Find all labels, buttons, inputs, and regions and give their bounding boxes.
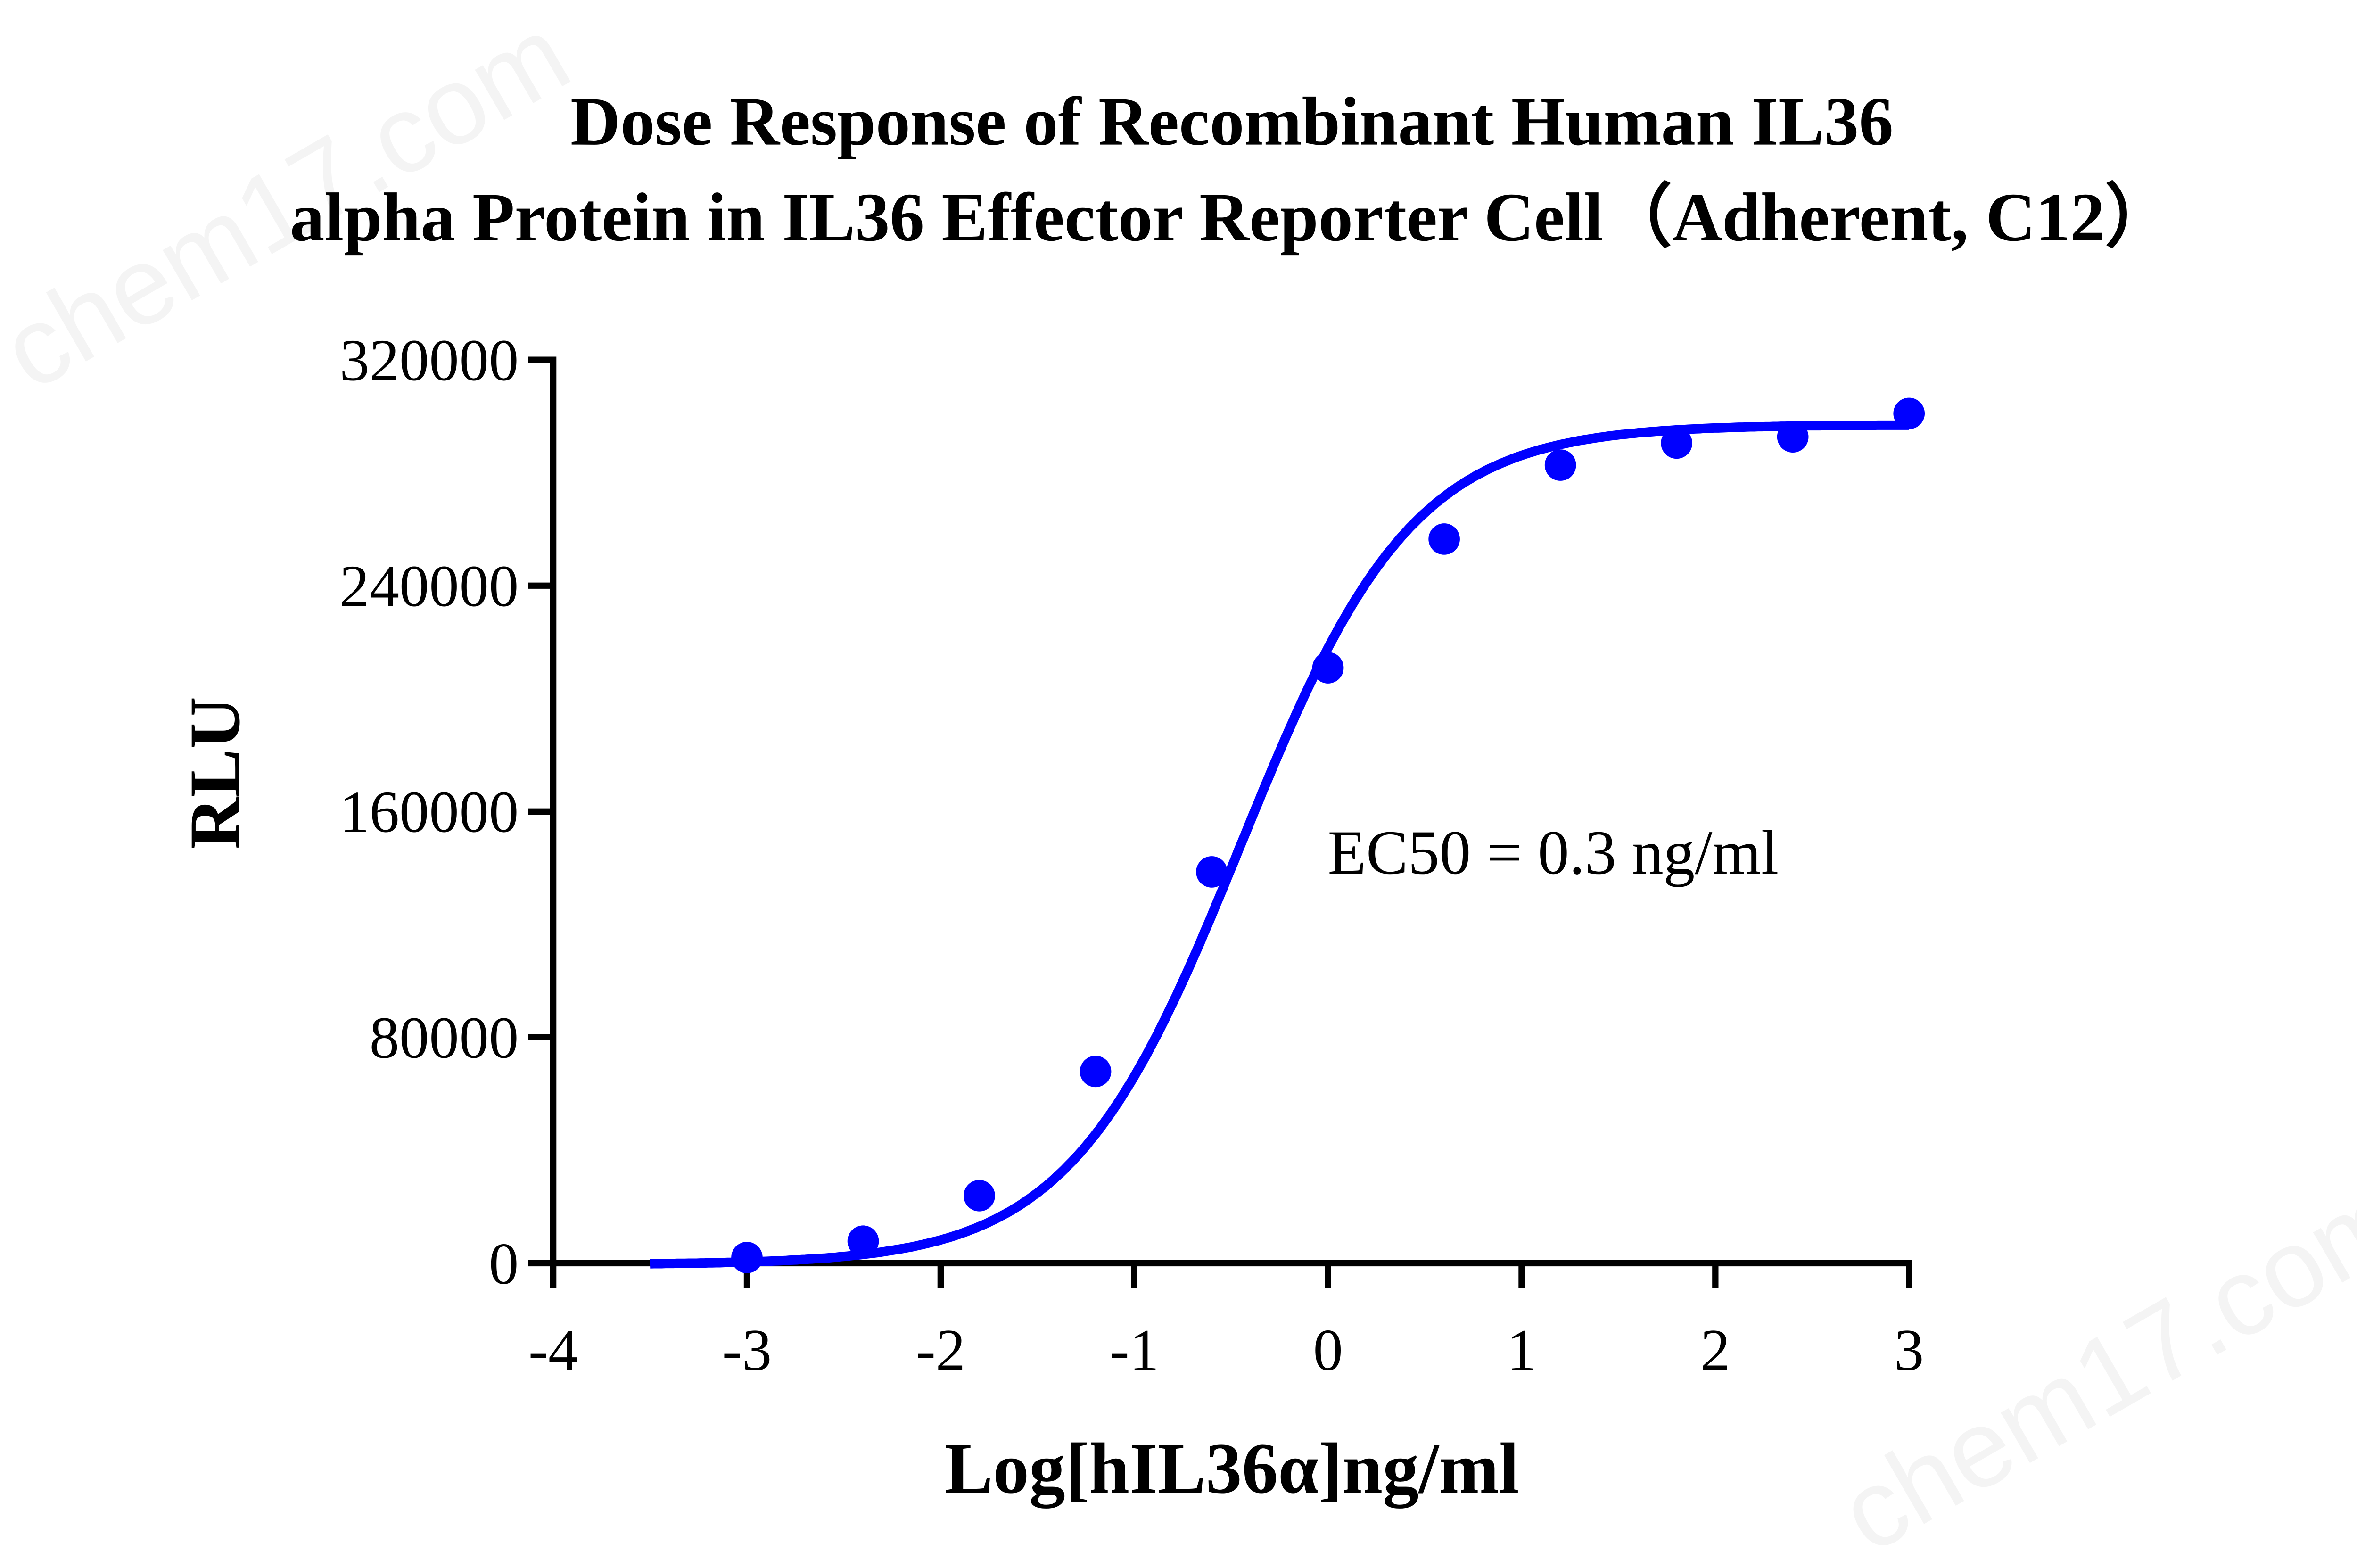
data-point bbox=[1428, 523, 1460, 555]
chart-title-line-2: alpha Protein in IL36 Effector Reporter … bbox=[290, 179, 2174, 256]
data-point bbox=[964, 1180, 995, 1212]
data-point bbox=[1893, 397, 1925, 429]
data-point bbox=[1544, 449, 1576, 481]
y-tick-label: 0 bbox=[489, 1231, 519, 1297]
data-point bbox=[731, 1242, 763, 1273]
data-point bbox=[1196, 856, 1228, 888]
x-tick-label: -2 bbox=[916, 1317, 965, 1383]
x-tick-label: 1 bbox=[1507, 1317, 1536, 1383]
data-point bbox=[1080, 1056, 1112, 1088]
data-point bbox=[1312, 652, 1344, 684]
x-axis-label: Log[hIL36α]ng/ml bbox=[945, 1428, 1519, 1509]
data-point bbox=[1661, 427, 1692, 459]
x-tick-label: 0 bbox=[1313, 1317, 1343, 1383]
y-tick-label: 80000 bbox=[370, 1005, 519, 1071]
x-tick-label: -3 bbox=[722, 1317, 772, 1383]
x-tick-label: -1 bbox=[1109, 1317, 1159, 1383]
data-points bbox=[731, 397, 1925, 1273]
ec50-annotation: EC50 = 0.3 ng/ml bbox=[1328, 817, 1779, 887]
y-tick-label: 320000 bbox=[339, 328, 519, 394]
axes: -4 -3 -2 -1 0 1 2 3 0 80000 160000 240000 320000 bbox=[339, 328, 1924, 1384]
x-tick-label: 2 bbox=[1700, 1317, 1730, 1383]
x-tick-label: 3 bbox=[1894, 1317, 1924, 1383]
data-point bbox=[1777, 421, 1809, 453]
chart-title-line-1: Dose Response of Recombinant Human IL36 bbox=[570, 83, 1893, 160]
x-tick-label: -4 bbox=[528, 1317, 578, 1383]
y-tick-label: 160000 bbox=[339, 779, 519, 845]
y-axis-label: RLU bbox=[175, 697, 255, 850]
y-tick-label: 240000 bbox=[339, 553, 519, 619]
data-point bbox=[847, 1225, 879, 1257]
